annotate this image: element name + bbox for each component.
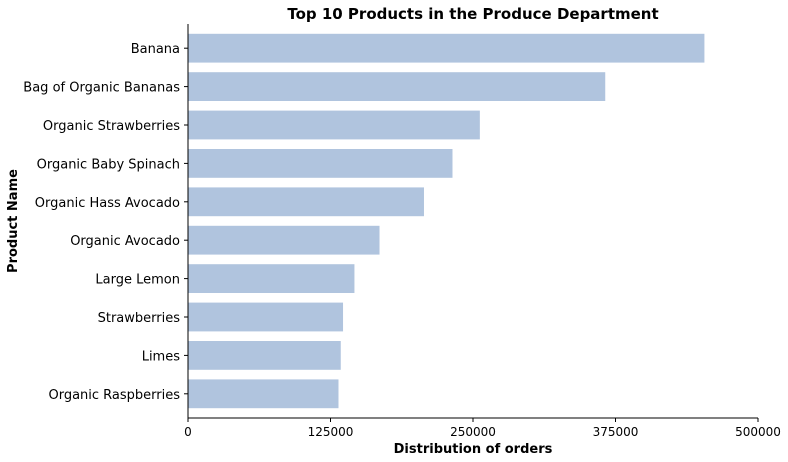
x-tick-label: 125000	[308, 425, 354, 439]
x-tick-label: 375000	[593, 425, 639, 439]
category-label: Organic Hass Avocado	[35, 196, 180, 211]
category-label: Banana	[131, 42, 180, 57]
category-labels: Banana Bag of Organic Bananas Organic Stra…	[23, 42, 188, 403]
y-axis-title: Product Name	[6, 169, 21, 273]
bar	[188, 187, 424, 217]
bar	[188, 149, 453, 178]
bar	[188, 110, 480, 140]
bar	[188, 72, 606, 101]
category-label: Large Lemon	[95, 273, 180, 288]
bar	[188, 341, 341, 370]
bar	[188, 264, 355, 293]
category-label: Organic Strawberries	[43, 119, 180, 134]
category-label: Organic Avocado	[70, 234, 180, 249]
category-label: Bag of Organic Bananas	[23, 81, 180, 96]
bar	[188, 379, 339, 409]
x-tick-label: 500000	[735, 425, 781, 439]
bar	[188, 302, 344, 332]
bar	[188, 33, 705, 63]
category-label: Strawberries	[98, 311, 181, 326]
x-tick-label: 250000	[450, 425, 496, 439]
bar	[188, 225, 380, 255]
x-tick-label: 0	[184, 425, 192, 439]
category-label: Organic Baby Spinach	[37, 157, 180, 172]
x-axis-ticks: 0 125000 250000 375000 500000	[184, 418, 781, 439]
bars-group	[188, 33, 705, 409]
category-label: Organic Raspberries	[48, 388, 180, 403]
chart-title: Top 10 Products in the Produce Departmen…	[287, 5, 658, 23]
category-label: Limes	[142, 349, 181, 364]
x-axis-title: Distribution of orders	[394, 442, 553, 457]
